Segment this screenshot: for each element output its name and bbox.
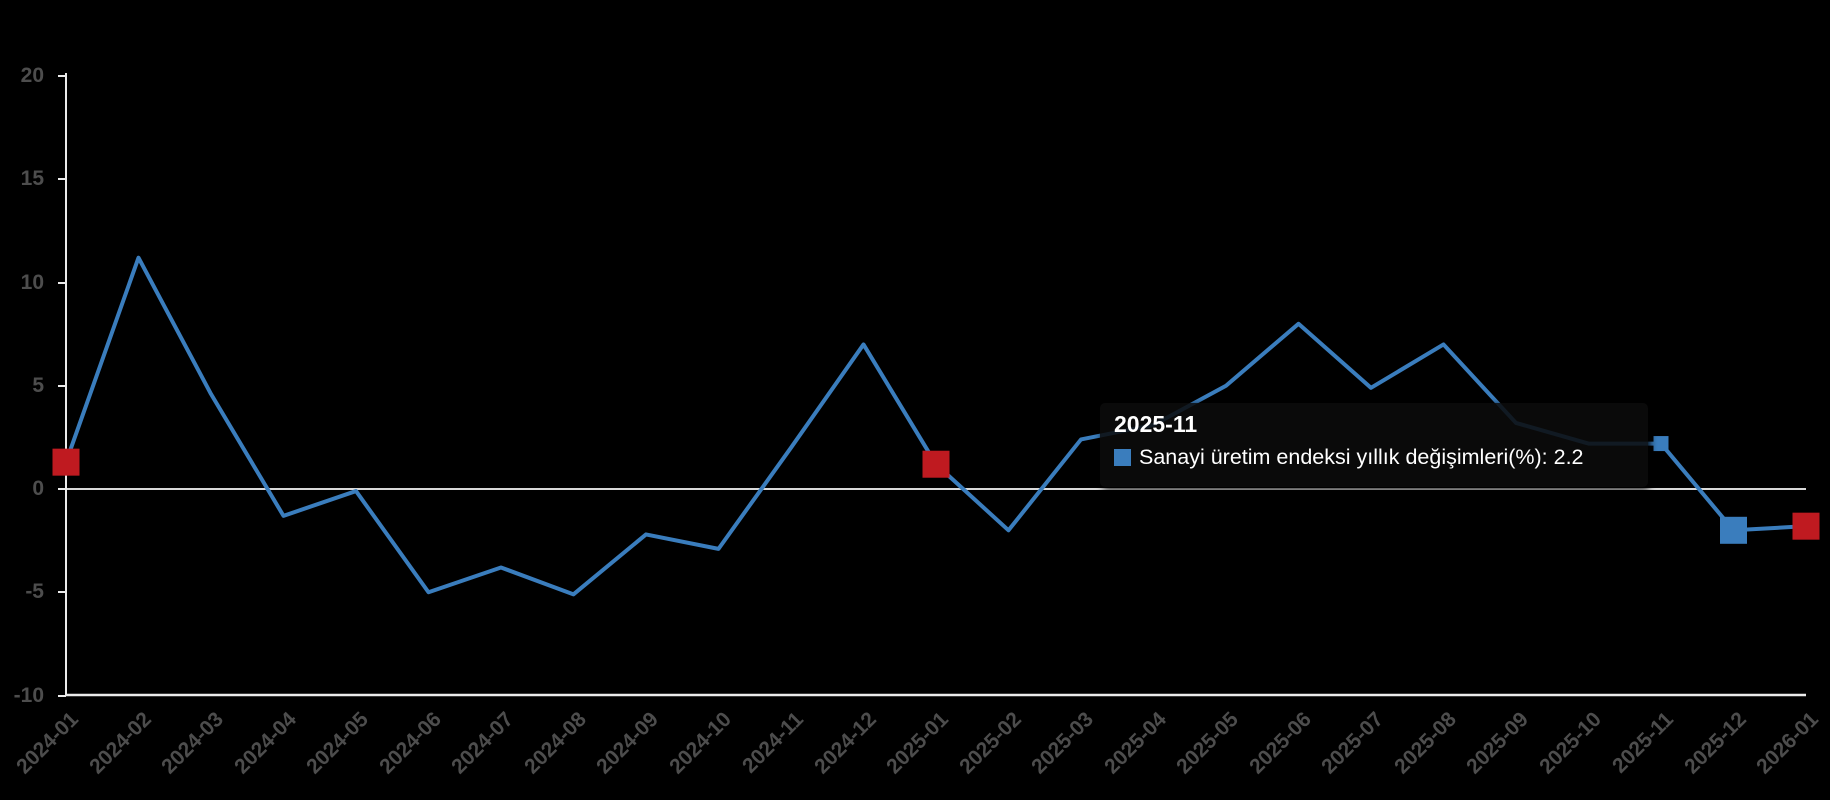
y-axis-label: 20 xyxy=(20,64,44,87)
chart-tooltip: 2025-11 Sanayi üretim endeksi yıllık değ… xyxy=(1100,403,1648,487)
marker-2025-12[interactable] xyxy=(1720,516,1747,544)
y-axis-label: -10 xyxy=(13,684,44,707)
marker-2025-11[interactable] xyxy=(1653,436,1669,452)
series-swatch-icon xyxy=(1114,449,1131,466)
y-axis-label: 0 xyxy=(32,477,44,500)
y-axis-label: 5 xyxy=(32,374,44,397)
y-axis-label: -5 xyxy=(25,580,44,603)
tooltip-series-value: Sanayi üretim endeksi yıllık değişimleri… xyxy=(1139,445,1584,469)
tooltip-series-row: Sanayi üretim endeksi yıllık değişimleri… xyxy=(1114,445,1632,470)
y-axis-label: 10 xyxy=(20,271,44,294)
marker-2026-01[interactable] xyxy=(1792,512,1820,540)
tooltip-title: 2025-11 xyxy=(1114,411,1198,437)
y-axis-label: 15 xyxy=(20,167,44,190)
marker-2024-01[interactable] xyxy=(52,448,80,476)
marker-2025-01[interactable] xyxy=(922,450,950,478)
